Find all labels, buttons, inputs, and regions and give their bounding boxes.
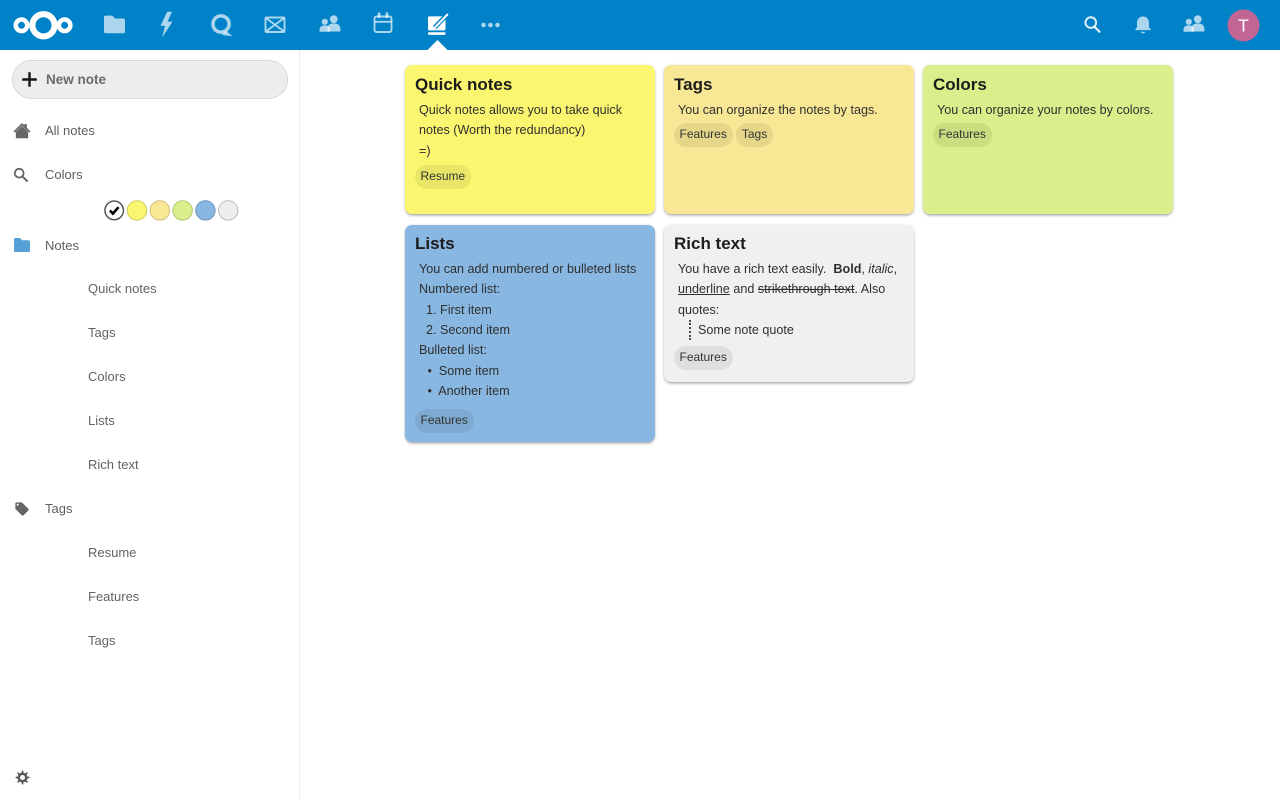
svg-text:T: T	[1238, 16, 1249, 36]
